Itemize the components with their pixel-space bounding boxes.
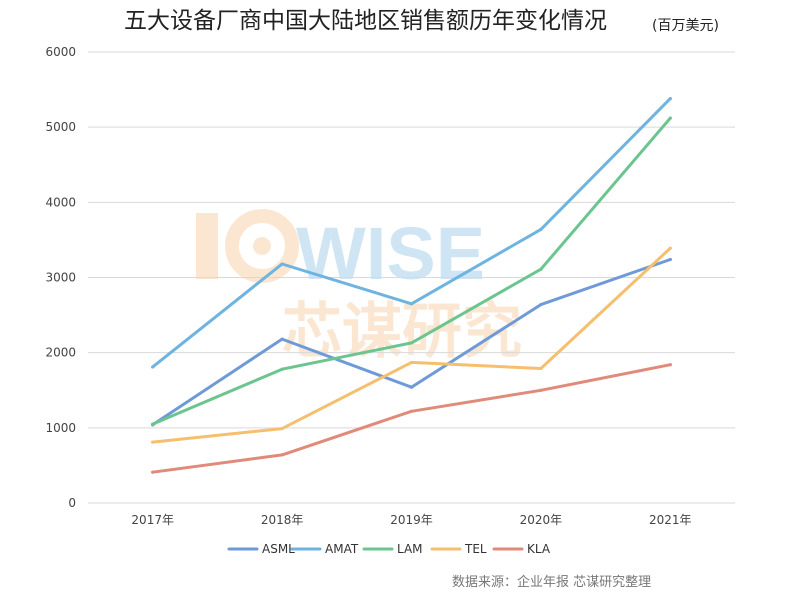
y-tick-label: 1000 bbox=[45, 421, 76, 435]
data-point-asml bbox=[280, 337, 284, 341]
y-tick-label: 0 bbox=[68, 496, 76, 510]
series-lines bbox=[151, 97, 672, 474]
watermark-logo-bar bbox=[196, 213, 218, 279]
legend: ASML AMAT LAM TEL KLA bbox=[227, 542, 551, 556]
series-line-kla bbox=[151, 363, 672, 474]
data-point-lam bbox=[668, 116, 672, 120]
data-point-lam bbox=[151, 422, 155, 426]
y-axis: 0 1000 2000 3000 4000 5000 6000 bbox=[45, 45, 76, 510]
data-point-lam bbox=[280, 367, 284, 371]
data-point-tel bbox=[151, 440, 155, 444]
y-tick-label: 4000 bbox=[45, 195, 76, 209]
x-tick-label: 2017年 bbox=[131, 513, 174, 527]
y-tick-label: 6000 bbox=[45, 45, 76, 59]
data-point-tel bbox=[409, 360, 414, 365]
watermark-logo-ring bbox=[225, 209, 299, 283]
legend-label-lam: LAM bbox=[397, 542, 423, 556]
x-tick-label: 2021年 bbox=[649, 513, 692, 527]
data-point-amat bbox=[409, 302, 414, 306]
data-point-kla bbox=[280, 453, 284, 457]
data-point-kla bbox=[539, 388, 543, 392]
y-tick-label: 3000 bbox=[45, 271, 76, 285]
data-point-amat bbox=[539, 227, 543, 231]
data-point-amat bbox=[280, 262, 284, 266]
data-point-lam bbox=[539, 267, 543, 271]
data-point-tel bbox=[280, 426, 284, 431]
data-point-asml bbox=[668, 257, 672, 262]
data-point-asml bbox=[539, 302, 543, 307]
chart-title: 五大设备厂商中国大陆地区销售额历年变化情况 bbox=[124, 8, 607, 34]
grid bbox=[88, 51, 735, 504]
data-point-amat bbox=[151, 365, 155, 369]
y-tick-label: 5000 bbox=[45, 120, 76, 134]
data-point-kla bbox=[409, 409, 414, 413]
watermark-logo-dot bbox=[253, 237, 271, 255]
x-axis: 2017年 2018年 2019年 2020年 2021年 bbox=[131, 513, 691, 527]
data-point-tel bbox=[668, 246, 672, 250]
watermark: WISE 芯谋研究 bbox=[196, 209, 522, 367]
data-point-kla bbox=[151, 470, 155, 474]
data-point-tel bbox=[539, 366, 543, 371]
source-note: 数据来源：企业年报 芯谋研究整理 bbox=[452, 574, 651, 590]
data-point-kla bbox=[668, 363, 672, 367]
legend-label-amat: AMAT bbox=[325, 542, 359, 556]
watermark-name-text: 芯谋研究 bbox=[282, 297, 522, 367]
data-point-lam bbox=[409, 341, 414, 345]
watermark-logo-text: WISE bbox=[296, 212, 485, 295]
chart-title-unit: (百万美元) bbox=[652, 18, 719, 34]
legend-label-kla: KLA bbox=[527, 542, 551, 556]
legend-label-tel: TEL bbox=[464, 542, 487, 556]
legend-label-asml: ASML bbox=[262, 542, 295, 556]
x-tick-label: 2019年 bbox=[390, 513, 433, 527]
x-tick-label: 2020年 bbox=[520, 513, 563, 527]
x-tick-label: 2018年 bbox=[261, 513, 304, 527]
data-point-asml bbox=[409, 385, 414, 389]
y-tick-label: 2000 bbox=[45, 346, 76, 360]
data-point-amat bbox=[668, 97, 672, 101]
